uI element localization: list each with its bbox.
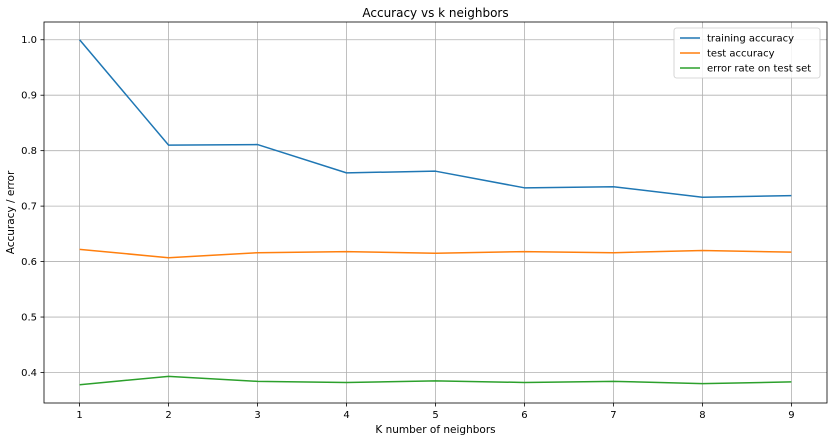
x-tick-label: 8: [699, 410, 705, 421]
x-tick-label: 6: [521, 410, 527, 421]
legend: training accuracy test accuracy error rate…: [673, 27, 821, 79]
y-tick-label: 0.5: [21, 313, 37, 324]
grid: [44, 22, 827, 403]
x-tick-label: 7: [610, 410, 616, 421]
x-tick-label: 5: [432, 410, 438, 421]
y-tick-label: 0.9: [21, 91, 37, 102]
legend-label: error rate on test set: [707, 64, 811, 75]
x-tick-label: 3: [254, 410, 260, 421]
x-tick-label: 2: [165, 410, 171, 421]
x-tick-label: 9: [788, 410, 794, 421]
y-tick-label: 0.6: [21, 257, 37, 268]
x-tick-label: 4: [343, 410, 349, 421]
y-tick-label: 0.7: [21, 202, 37, 213]
legend-label: test accuracy: [707, 49, 775, 60]
legend-box: [673, 27, 821, 79]
legend-label: training accuracy: [707, 34, 794, 45]
y-axis-label: Accuracy / error: [5, 170, 17, 254]
x-axis-label: K number of neighbors: [375, 424, 495, 436]
y-tick-label: 1.0: [21, 35, 37, 46]
x-tick-label: 1: [76, 410, 82, 421]
y-tick-label: 0.8: [21, 146, 37, 157]
axis-ticks: 1 2 3 4 5 6 7 8 9 0.4 0.5 0.6 0.7 0.8 0.9 1.0: [21, 35, 795, 421]
y-tick-label: 0.4: [21, 368, 37, 379]
chart-title: Accuracy vs k neighbors: [362, 6, 508, 20]
series-lines: [79, 39, 792, 386]
